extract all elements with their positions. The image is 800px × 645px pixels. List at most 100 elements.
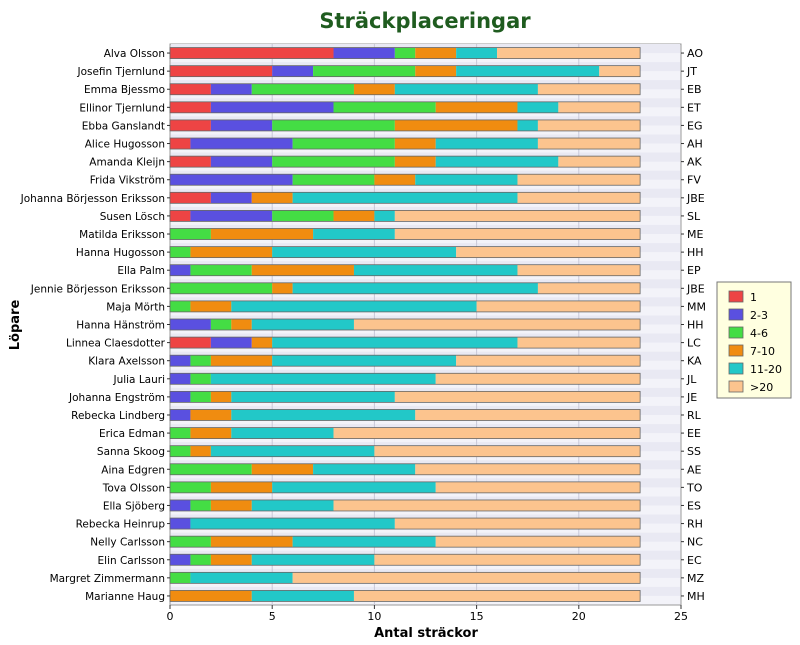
- bar-segment: [353, 264, 518, 276]
- y2-tick-label: NC: [687, 536, 703, 549]
- legend-label: 4-6: [750, 327, 768, 340]
- bar-segment: [170, 572, 191, 584]
- bar-segment: [292, 138, 395, 150]
- bar-segment: [353, 590, 641, 602]
- y2-tick-label: AE: [687, 463, 702, 476]
- bar-segment: [210, 536, 293, 548]
- bar-segment: [374, 174, 416, 186]
- bar-segment: [394, 119, 518, 131]
- bar-segment: [333, 210, 375, 222]
- bar-segment: [190, 427, 232, 439]
- legend-label: 1: [750, 291, 757, 304]
- x-tick-label: 20: [572, 610, 586, 623]
- x-tick-label: 5: [269, 610, 276, 623]
- y2-tick-label: MM: [687, 300, 706, 313]
- bar-segment: [170, 228, 211, 240]
- bar-segment: [456, 47, 498, 59]
- bar-segment: [190, 300, 232, 312]
- bar-segment: [313, 65, 416, 77]
- x-tick-label: 10: [367, 610, 381, 623]
- bar-segment: [435, 138, 538, 150]
- y-tick-label: Erica Edman: [99, 428, 165, 440]
- bar-segment: [190, 445, 211, 457]
- bar-segment: [170, 174, 293, 186]
- bar-segment: [292, 192, 518, 204]
- legend-swatch: [728, 308, 744, 321]
- y-tick-label: Linnea Claesdotter: [66, 338, 166, 350]
- y-tick-label: Ella Palm: [117, 265, 165, 277]
- y2-tick-label: AH: [687, 138, 703, 151]
- bar-segment: [170, 156, 211, 168]
- bar-segment: [394, 156, 436, 168]
- bar-segment: [394, 228, 641, 240]
- legend-swatch: [728, 344, 744, 357]
- legend: 1 2-3 4-6 7-10 11-20 >20: [716, 281, 792, 399]
- y2-tick-label: MH: [687, 590, 705, 603]
- y-tick-label: Josefin Tjernlund: [76, 66, 165, 78]
- bar-segment: [170, 337, 211, 349]
- bar-segment: [251, 337, 273, 349]
- bar-segment: [435, 156, 559, 168]
- y-tick-label: Frida Vikström: [90, 175, 165, 187]
- y2-tick-label: TO: [686, 481, 703, 494]
- y-tick-label: Johanna Börjesson Eriksson: [20, 193, 165, 205]
- y-tick-label: Amanda Kleijn: [89, 157, 165, 169]
- y2-tick-label: RL: [687, 409, 702, 422]
- bar-segment: [394, 138, 436, 150]
- bar-segment: [231, 409, 416, 421]
- y2-tick-label: JBE: [686, 282, 705, 295]
- bar-segment: [170, 282, 273, 294]
- bar-segment: [190, 409, 232, 421]
- y-tick-label: Margret Zimmermann: [50, 573, 165, 585]
- category-labels: Alva Olsson Josefin Tjernlund Emma Bjessmo…: [20, 48, 170, 603]
- bar-segment: [374, 445, 641, 457]
- bar-segment: [170, 210, 191, 222]
- y2-tick-label: HH: [687, 246, 704, 259]
- bar-segment: [170, 427, 191, 439]
- y-tick-label: Hanna Hänström: [76, 320, 165, 332]
- y2-tick-label: JT: [686, 65, 697, 78]
- y2-tick-label: EC: [687, 554, 702, 567]
- bar-segment: [272, 246, 457, 258]
- y-tick-label: Alice Hugosson: [85, 139, 165, 151]
- bar-segment: [210, 499, 252, 511]
- y-tick-label: Emma Bjessmo: [84, 84, 165, 96]
- bar-segment: [170, 138, 191, 150]
- y2-tick-label: AK: [687, 156, 703, 169]
- y2-tick-label: RH: [687, 518, 703, 531]
- bar-segment: [517, 337, 641, 349]
- bar-segment: [251, 499, 334, 511]
- bar-segment: [517, 174, 641, 186]
- x-axis-ticks: 0 5 10 15 20 25: [167, 605, 688, 623]
- bar-segment: [170, 192, 211, 204]
- bar-segment: [190, 138, 293, 150]
- bar-segment: [170, 65, 273, 77]
- y-tick-label: Aina Edgren: [101, 464, 165, 476]
- y-tick-label: Marianne Haug: [85, 591, 165, 603]
- bar-segment: [251, 264, 354, 276]
- bar-segment: [251, 463, 314, 475]
- bar-segment: [210, 101, 334, 113]
- bar-segment: [374, 554, 641, 566]
- bar-segment: [170, 246, 191, 258]
- bar-segment: [210, 228, 314, 240]
- bar-segment: [537, 138, 641, 150]
- bar-segment: [476, 300, 641, 312]
- bar-segment: [170, 83, 211, 95]
- bar-segment: [272, 65, 314, 77]
- bar-segment: [170, 554, 191, 566]
- bar-segment: [170, 319, 211, 330]
- bar-segment: [497, 47, 641, 59]
- bar-segment: [170, 391, 191, 403]
- bar-segment: [210, 355, 273, 367]
- x-tick-label: 0: [167, 610, 174, 623]
- bar-segment: [210, 481, 273, 493]
- legend-swatch: [728, 362, 744, 375]
- bar-segment: [415, 47, 457, 59]
- bar-segment: [210, 554, 252, 566]
- y2-tick-label: SS: [687, 445, 701, 458]
- bar-segment: [537, 119, 641, 131]
- bar-segment: [210, 391, 232, 403]
- legend-swatch: [728, 326, 744, 339]
- y-tick-label: Julia Lauri: [112, 374, 165, 386]
